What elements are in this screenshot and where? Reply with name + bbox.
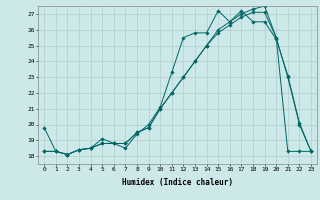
X-axis label: Humidex (Indice chaleur): Humidex (Indice chaleur) [122, 178, 233, 187]
